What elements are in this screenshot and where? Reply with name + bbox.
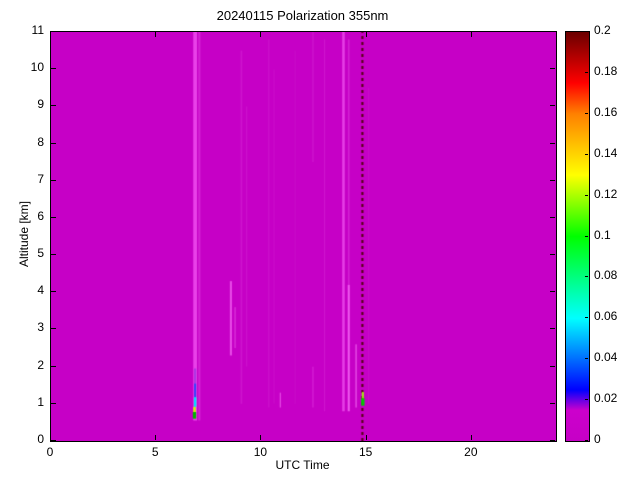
- axis-tick: [585, 71, 588, 73]
- axis-tick: [550, 402, 555, 404]
- axis-tick: [585, 276, 588, 278]
- axis-tick: [585, 31, 588, 32]
- axis-tick: [51, 365, 56, 367]
- axis-tick: [51, 142, 56, 144]
- x-axis-label: UTC Time: [275, 458, 330, 472]
- axis-tick: [585, 358, 588, 360]
- axis-tick: [260, 435, 262, 440]
- axis-tick: [585, 112, 588, 114]
- axis-tick: [585, 399, 588, 401]
- y-tick-label: 9: [37, 97, 44, 112]
- y-tick-label: 1: [37, 394, 44, 409]
- axis-tick: [51, 68, 56, 70]
- axis-tick: [550, 68, 555, 70]
- axis-tick: [51, 291, 56, 293]
- chart-title: 20240115 Polarization 355nm: [216, 8, 389, 23]
- colorbar-tick-label: 0.04: [594, 350, 618, 365]
- y-axis-label: Altitude [km]: [17, 200, 31, 268]
- axis-tick: [550, 254, 555, 256]
- axis-tick: [51, 31, 56, 32]
- y-tick-label: 3: [37, 320, 44, 335]
- colorbar-tick-label: 0.1: [594, 227, 611, 242]
- heatmap-canvas: [51, 32, 556, 441]
- y-tick-label: 8: [37, 134, 44, 149]
- axis-tick: [470, 32, 472, 37]
- axis-tick: [550, 31, 555, 32]
- axis-tick: [585, 153, 588, 155]
- axis-tick: [585, 235, 588, 237]
- colorbar-tick-label: 0.18: [594, 63, 618, 78]
- axis-tick: [365, 435, 367, 440]
- axis-tick: [550, 142, 555, 144]
- axis-tick: [550, 105, 555, 107]
- colorbar-tick-label: 0.06: [594, 309, 618, 324]
- axis-tick: [50, 32, 51, 37]
- axis-tick: [51, 105, 56, 107]
- axis-tick: [50, 435, 51, 440]
- axis-tick: [51, 440, 56, 441]
- colorbar-tick-label: 0.02: [594, 391, 618, 406]
- axis-tick: [550, 328, 555, 330]
- y-tick-label: 5: [37, 246, 44, 261]
- axis-tick: [51, 328, 56, 330]
- colorbar-tick-label: 0.08: [594, 268, 618, 283]
- axis-tick: [550, 440, 555, 441]
- x-tick-label: 10: [253, 445, 268, 459]
- axis-tick: [155, 435, 157, 440]
- axis-tick: [585, 317, 588, 319]
- axis-tick: [365, 32, 367, 37]
- axis-tick: [51, 254, 56, 256]
- colorbar: [565, 31, 590, 442]
- axis-tick: [550, 291, 555, 293]
- y-tick-label: 7: [37, 171, 44, 186]
- y-tick-label: 6: [37, 208, 44, 223]
- axis-tick: [260, 32, 262, 37]
- axis-tick: [550, 365, 555, 367]
- colorbar-tick-label: 0.14: [594, 145, 618, 160]
- y-tick-label: 2: [37, 357, 44, 372]
- y-tick-label: 4: [37, 283, 44, 298]
- axis-tick: [51, 179, 56, 181]
- axis-tick: [51, 216, 56, 218]
- axis-tick: [550, 216, 555, 218]
- axis-tick: [51, 402, 56, 404]
- colorbar-tick-label: 0.2: [594, 23, 611, 37]
- x-tick-label: 0: [46, 445, 54, 459]
- axis-tick: [155, 32, 157, 37]
- colorbar-tick-label: 0.16: [594, 104, 618, 119]
- y-tick-label: 0: [37, 432, 44, 446]
- x-tick-label: 15: [358, 445, 373, 459]
- axis-tick: [585, 194, 588, 196]
- x-tick-label: 20: [464, 445, 478, 459]
- y-tick-label: 10: [30, 60, 44, 75]
- x-tick-label: 5: [151, 445, 159, 459]
- colorbar-tick-label: 0.12: [594, 186, 618, 201]
- colorbar-tick-label: 0: [594, 432, 601, 446]
- axis-tick: [470, 435, 472, 440]
- y-tick-label: 11: [31, 23, 44, 37]
- axis-tick: [550, 179, 555, 181]
- axis-tick: [585, 440, 588, 441]
- plot-area: [50, 31, 557, 442]
